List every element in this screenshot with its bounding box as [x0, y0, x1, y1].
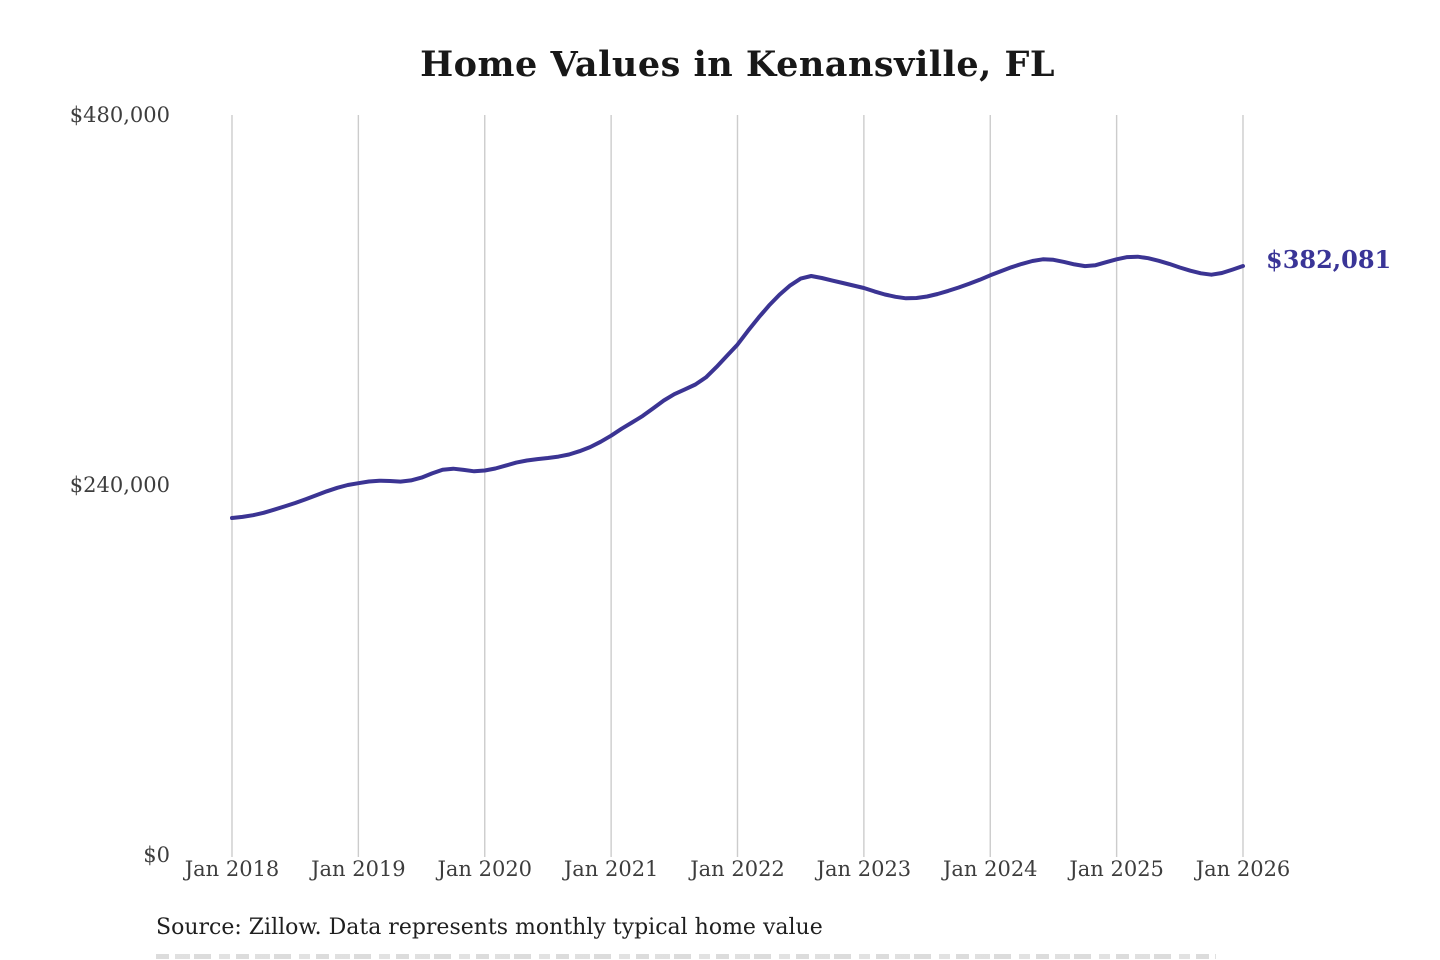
home-value-series-line	[230, 254, 1245, 520]
x-axis-tick-label-jan-2021: Jan 2021	[563, 857, 659, 881]
latest-value-annotation: $382,081	[1266, 245, 1392, 274]
y-axis-tick-label-240000: $240,000	[69, 473, 170, 497]
source-note: Source: Zillow. Data represents monthly …	[156, 915, 823, 940]
y-axis-tick-label-480000: $480,000	[69, 103, 170, 127]
x-axis-tick-label-jan-2024: Jan 2024	[942, 857, 1038, 881]
clipped-bottom-text-strip	[156, 954, 1216, 959]
vertical-gridlines	[231, 115, 1244, 857]
x-axis-tick-label-jan-2023: Jan 2023	[816, 857, 912, 881]
x-axis-tick-label-jan-2019: Jan 2019	[311, 857, 406, 881]
x-axis-tick-label-jan-2020: Jan 2020	[437, 857, 533, 881]
x-axis-tick-label-jan-2022: Jan 2022	[690, 857, 785, 881]
x-axis-tick-label-jan-2026: Jan 2026	[1195, 857, 1291, 881]
x-axis-tick-label-jan-2018: Jan 2018	[184, 857, 280, 881]
x-axis-tick-label-jan-2025: Jan 2025	[1069, 857, 1164, 881]
y-axis-tick-label-0: $0	[143, 843, 170, 867]
chart-title: Home Values in Kenansville, FL	[420, 44, 1055, 85]
